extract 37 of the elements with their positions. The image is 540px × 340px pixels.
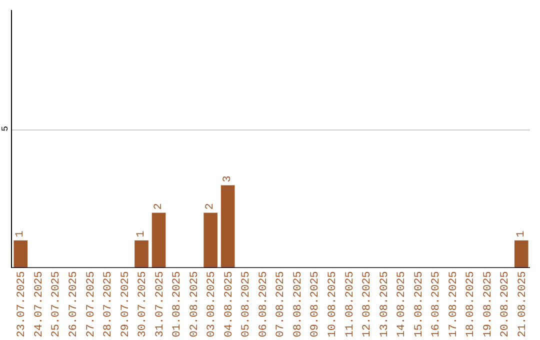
x-tick-label: 28.07.2025 — [102, 271, 115, 338]
x-tick-label: 25.07.2025 — [50, 271, 63, 338]
x-tick-label: 20.08.2025 — [500, 271, 512, 338]
x-tick-label: 26.07.2025 — [68, 271, 80, 338]
data-label: 3 — [222, 176, 234, 182]
x-tick-label: 21.08.2025 — [516, 271, 529, 338]
x-tick-label: 09.08.2025 — [310, 271, 322, 338]
x-tick-label: 27.07.2025 — [85, 271, 98, 338]
x-tick-label: 07.08.2025 — [275, 271, 288, 338]
x-tick-label: 03.08.2025 — [206, 271, 218, 338]
x-tick-label: 05.08.2025 — [240, 271, 253, 338]
x-tick-label: 01.08.2025 — [172, 271, 184, 338]
x-tick-label: 13.08.2025 — [378, 271, 391, 338]
x-tick-label: 30.07.2025 — [137, 271, 150, 338]
x-tick-label: 31.07.2025 — [154, 271, 166, 338]
x-tick-label: 29.07.2025 — [120, 271, 132, 338]
x-tick-label: 12.08.2025 — [362, 271, 374, 338]
x-tick-label: 24.07.2025 — [33, 271, 46, 338]
x-tick-label: 18.08.2025 — [465, 271, 478, 338]
data-label: 1 — [515, 230, 528, 238]
x-tick-label: 17.08.2025 — [448, 271, 460, 338]
x-tick-label: 23.07.2025 — [16, 271, 28, 338]
data-label: 2 — [204, 203, 217, 210]
x-tick-label: 11.08.2025 — [344, 271, 356, 338]
x-tick-label: 06.08.2025 — [258, 271, 270, 338]
x-tick-label: 04.08.2025 — [223, 271, 236, 338]
x-tick-label: 14.08.2025 — [396, 271, 408, 338]
x-tick-label: 10.08.2025 — [327, 271, 340, 338]
y-tick-label: 5 — [0, 126, 10, 132]
data-label: 1 — [14, 230, 27, 238]
data-label: 2 — [152, 203, 165, 210]
x-tick-label: 19.08.2025 — [482, 271, 494, 338]
x-tick-label: 02.08.2025 — [188, 271, 201, 338]
x-tick-label: 08.08.2025 — [292, 271, 304, 338]
x-tick-label: 16.08.2025 — [430, 271, 443, 338]
x-tick-label: 15.08.2025 — [413, 271, 426, 338]
data-label: 1 — [136, 230, 148, 238]
